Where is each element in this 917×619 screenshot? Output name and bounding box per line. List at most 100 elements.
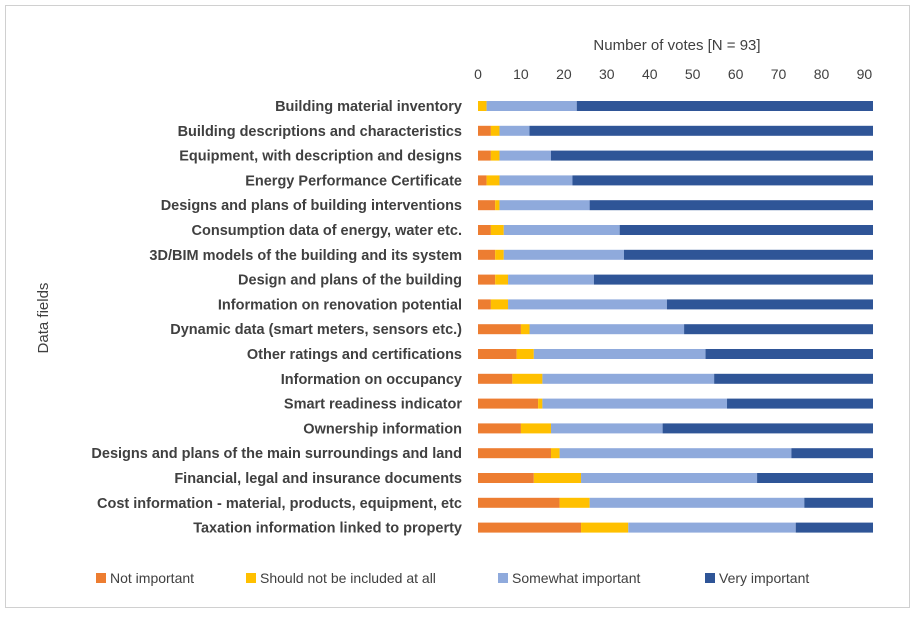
bar-segment [478,324,521,335]
category-label: Taxation information linked to property [193,521,462,537]
bar-segment [503,225,620,235]
category-label: Design and plans of the building [238,273,462,289]
bar-segment [478,349,517,359]
bar-segment [714,373,873,384]
category-label: Building descriptions and characteristic… [178,124,462,140]
bar-segment [486,175,500,186]
bar-segment [503,249,624,260]
bar-segment [490,225,504,235]
legend: Not important Should not be included at a… [96,570,809,586]
bar-segment [478,398,539,409]
category-label: Designs and plans of building interventi… [161,198,462,214]
bar-segment [623,249,873,260]
category-label: Designs and plans of the main surroundin… [91,446,462,462]
bar-segment [478,299,491,310]
bar-segment [705,349,873,359]
category-label: Other ratings and certifications [247,347,462,363]
bar-segment [508,299,667,310]
category-label: Information on occupancy [281,372,462,388]
bar-segment [550,150,873,161]
legend-swatch [705,573,715,583]
bar-segment [619,225,873,235]
legend-label: Very important [719,570,809,586]
bar-segment [550,448,560,459]
bar-segment [520,324,530,335]
x-tick-label: 60 [728,66,744,82]
category-label: Smart readiness indicator [284,397,462,413]
category-label: Energy Performance Certificate [245,173,462,189]
bar-segment [576,101,873,111]
bar-segment [478,423,521,434]
bar-segment [666,299,873,310]
bar-segment [478,497,560,508]
bar-segment [757,473,873,483]
bar-segment [538,398,543,409]
stacked-bar-chart: Number of votes [N = 93] Data fields 0 10… [35,37,873,586]
category-label: 3D/BIM models of the building and its sy… [149,248,462,264]
bar-segment [512,373,543,384]
category-label: Information on renovation potential [218,297,462,313]
bar-segment [727,398,873,409]
bar-segment [499,125,530,136]
x-tick-label: 10 [513,66,529,82]
bar-segment [478,150,491,161]
category-label: Ownership information [303,421,462,437]
bar-segment [550,423,663,434]
bar-segment [478,473,534,483]
bar-segment [589,200,873,211]
legend-label: Not important [110,570,194,586]
bar-segment [495,200,500,211]
category-label: Consumption data of energy, water etc. [192,223,462,239]
bar-segment [795,522,873,533]
x-tick-label: 70 [771,66,787,82]
bar-segment [478,101,487,111]
bar-segment [478,125,491,136]
bar-segment [593,274,873,285]
bar-segment [559,497,590,508]
x-tick-label: 80 [814,66,830,82]
y-axis-title: Data fields [35,283,52,354]
x-tick-label: 30 [599,66,615,82]
bar-segment [520,423,551,434]
bar-segment [791,448,873,459]
bar-segment [495,249,504,260]
bar-segment [542,373,715,384]
category-label: Dynamic data (smart meters, sensors etc.… [170,322,462,338]
x-axis-ticks: 0 10 20 30 40 50 60 70 80 90 [474,66,872,82]
bar-segment [478,274,496,285]
bar-segment [529,324,685,335]
bar-segment [589,497,805,508]
bar-segment [490,125,500,136]
bar-segment [478,200,496,211]
legend-swatch [96,573,106,583]
bar-segment [490,150,500,161]
bar-segment [499,175,573,186]
bar-segment [804,497,873,508]
bar-segment [542,398,728,409]
legend-swatch [498,573,508,583]
category-label: Building material inventory [275,99,462,115]
legend-swatch [246,573,256,583]
bar-segment [516,349,534,359]
category-label: Financial, legal and insurance documents [174,471,462,487]
bar-segment [499,200,590,211]
bar-segment [559,448,792,459]
bar-segment [533,473,582,483]
bar-segment [581,522,629,533]
legend-label: Somewhat important [512,570,641,586]
x-tick-label: 50 [685,66,701,82]
bar-segment [490,299,509,310]
bar-segment [478,522,582,533]
bars [478,101,873,533]
bar-segment [581,473,758,483]
legend-label: Should not be included at all [260,570,436,586]
bar-segment [572,175,873,186]
bar-segment [529,125,873,136]
bar-segment [478,225,491,235]
bar-segment [478,175,487,186]
chart-frame: Number of votes [N = 93] Data fields 0 10… [5,5,910,608]
x-axis-title: Number of votes [N = 93] [593,37,760,54]
x-tick-label: 0 [474,66,482,82]
x-tick-label: 20 [556,66,572,82]
bar-segment [533,349,706,359]
